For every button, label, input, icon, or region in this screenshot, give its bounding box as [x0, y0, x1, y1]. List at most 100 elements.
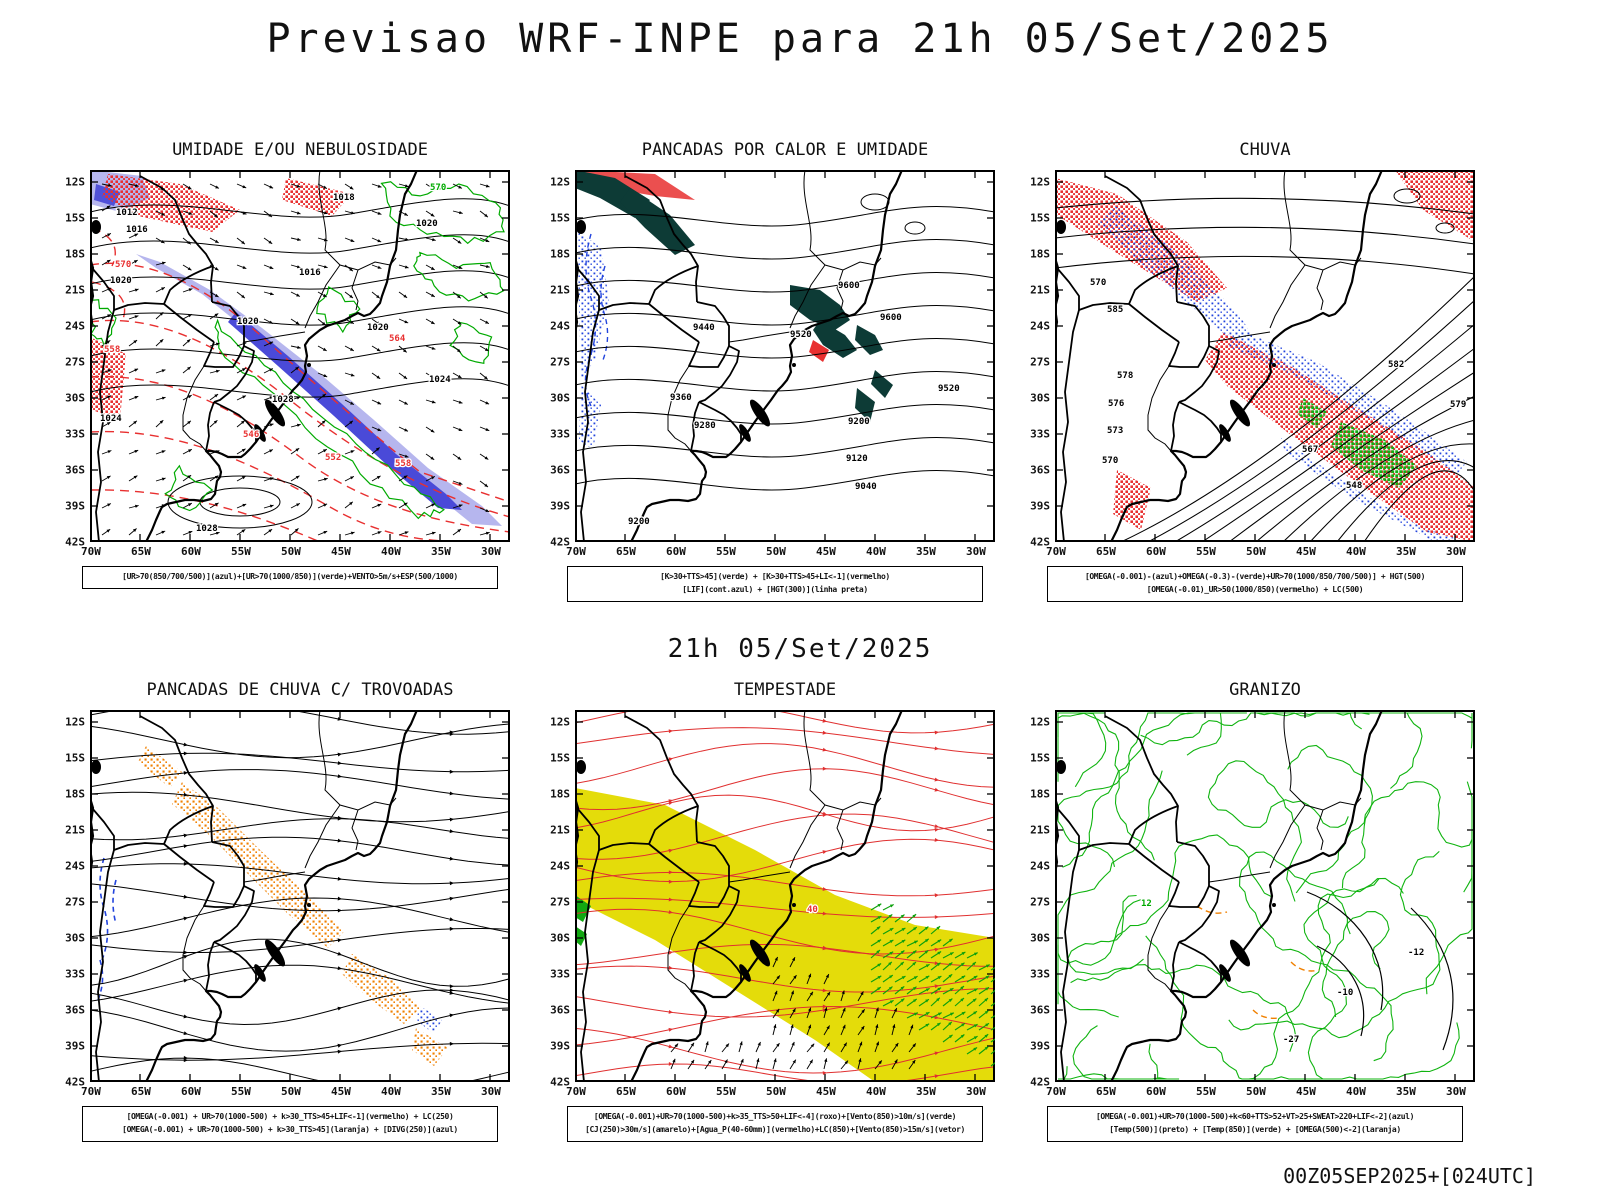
- lat-tick-label: 30S: [550, 391, 570, 405]
- lon-tick-label: 60W: [181, 545, 201, 558]
- map-granizo: 12 -12 -10 -27: [1055, 710, 1475, 1082]
- lat-tick-label: 30S: [550, 931, 570, 945]
- svg-text:1018: 1018: [333, 193, 355, 203]
- lat-tick-label: 30S: [1030, 391, 1050, 405]
- svg-text:585: 585: [1107, 305, 1123, 315]
- lon-axis-labels: 70W 65W 60W 55W 50W 45W 40W 35W 30W: [81, 543, 514, 563]
- panel-pancadas-calor: PANCADAS POR CALOR E UMIDADE 12S 15S 18S 21…: [539, 140, 1001, 602]
- trovoadas-shading: [90, 710, 510, 1082]
- lat-tick-label: 15S: [550, 211, 570, 225]
- svg-text:558: 558: [395, 459, 411, 469]
- lat-tick-label: 33S: [1030, 427, 1050, 441]
- lon-tick-label: 65W: [131, 545, 151, 558]
- lat-tick-label: 24S: [65, 859, 85, 873]
- svg-text:-12: -12: [1408, 948, 1424, 958]
- lon-tick-label: 60W: [181, 1085, 201, 1098]
- caption-line: [OMEGA(-0.01)_UR>50(1000/850)(vermelho) …: [1146, 584, 1364, 594]
- lat-tick-label: 36S: [550, 463, 570, 477]
- middle-subtitle: 21h 05/Set/2025: [667, 634, 933, 664]
- chuva-contour-labels: 570 585 578 576 573 570 582 579 567 548: [1089, 277, 1468, 493]
- lat-tick-label: 12S: [65, 175, 85, 189]
- lat-tick-label: 33S: [550, 967, 570, 981]
- lat-tick-label: 39S: [550, 499, 570, 513]
- svg-text:567: 567: [1302, 445, 1318, 455]
- lon-tick-label: 60W: [666, 1085, 686, 1098]
- map-trovoadas: [90, 710, 510, 1082]
- panel-chuva: CHUVA 12S 15S 18S 21S 24S 27S 30S 33S 36S 39S 42S: [1019, 140, 1481, 602]
- map-umidade: 1012 1016 1020 1018 1020 1016 1020 1020 1024 1028…: [90, 170, 510, 542]
- lon-tick-label: 70W: [81, 545, 101, 558]
- map-area-pancadas-calor: 12S 15S 18S 21S 24S 27S 30S 33S 36S 39S 42S: [539, 170, 1001, 564]
- lon-tick-label: 50W: [766, 545, 786, 558]
- lon-tick-label: 45W: [1296, 1085, 1316, 1098]
- lat-tick-label: 12S: [1030, 715, 1050, 729]
- lat-tick-label: 12S: [1030, 175, 1050, 189]
- lat-tick-label: 33S: [1030, 967, 1050, 981]
- lat-tick-label: 12S: [65, 715, 85, 729]
- lon-tick-label: 70W: [1046, 1085, 1066, 1098]
- lat-tick-label: 27S: [550, 355, 570, 369]
- lon-tick-label: 30W: [966, 545, 986, 558]
- page-title: Previsao WRF-INPE para 21h 05/Set/2025: [266, 16, 1334, 62]
- svg-text:578: 578: [1117, 371, 1133, 381]
- svg-text:570: 570: [1090, 278, 1106, 288]
- lat-tick-label: 18S: [1030, 247, 1050, 261]
- run-id-footer: 00Z05SEP2025+[024UTC]: [1283, 1164, 1536, 1188]
- lat-tick-label: 27S: [65, 355, 85, 369]
- lon-axis-labels: 70W 65W 60W 55W 50W 45W 40W 35W 30W: [566, 1083, 999, 1103]
- caption-line: [K>30+TTS>45](verde) + [K>30+TTS>45+LI<-…: [660, 572, 890, 581]
- lat-tick-label: 18S: [1030, 787, 1050, 801]
- lon-tick-label: 30W: [1446, 1085, 1466, 1098]
- lat-tick-label: 39S: [65, 499, 85, 513]
- caption-box-umidade: [UR>70(850/700/500)](azul)+[UR>70(1000/8…: [82, 566, 498, 589]
- panel-trovoadas: PANCADAS DE CHUVA C/ TROVOADAS 12S 15S 18S…: [54, 680, 516, 1142]
- lat-tick-label: 36S: [65, 463, 85, 477]
- svg-text:582: 582: [1388, 360, 1404, 370]
- lon-tick-label: 45W: [1296, 545, 1316, 558]
- lat-tick-label: 33S: [550, 427, 570, 441]
- lat-tick-label: 39S: [550, 1039, 570, 1053]
- svg-text:546: 546: [243, 430, 259, 440]
- svg-text:-27: -27: [1283, 1035, 1299, 1045]
- lat-tick-label: 27S: [1030, 895, 1050, 909]
- svg-text:-10: -10: [1337, 988, 1353, 998]
- lat-axis-labels: 12S 15S 18S 21S 24S 27S 30S 33S 36S 39S 42S: [1019, 710, 1053, 1089]
- map-svg-trovoadas: [90, 710, 510, 1082]
- lon-tick-label: 60W: [666, 545, 686, 558]
- lon-tick-label: 40W: [866, 1085, 886, 1098]
- tempestade-shading: [575, 710, 995, 1082]
- svg-text:9600: 9600: [838, 281, 860, 291]
- map-chuva: 570 585 578 576 573 570 582 579 567 548: [1055, 170, 1475, 542]
- lat-tick-label: 39S: [1030, 499, 1050, 513]
- svg-text:579: 579: [1450, 400, 1466, 410]
- lon-tick-label: 50W: [766, 1085, 786, 1098]
- svg-text:9520: 9520: [790, 330, 812, 340]
- lat-tick-label: 24S: [1030, 319, 1050, 333]
- lon-tick-label: 55W: [231, 1085, 251, 1098]
- lat-tick-label: 24S: [1030, 859, 1050, 873]
- map-area-chuva: 12S 15S 18S 21S 24S 27S 30S 33S 36S 39S 42S: [1019, 170, 1481, 564]
- lat-tick-label: 15S: [65, 211, 85, 225]
- caption-line: [OMEGA(-0.001) + UR>70(1000-500) + k>30_…: [122, 1124, 458, 1134]
- lat-tick-label: 24S: [550, 319, 570, 333]
- lon-axis-labels: 70W 65W 60W 55W 50W 45W 40W 35W 30W: [81, 1083, 514, 1103]
- lon-tick-label: 35W: [916, 1085, 936, 1098]
- lon-axis-labels: 70W 65W 60W 55W 50W 45W 40W 35W 30W: [1046, 543, 1479, 563]
- lon-tick-label: 35W: [431, 545, 451, 558]
- lat-tick-label: 21S: [1030, 823, 1050, 837]
- lon-tick-label: 45W: [331, 545, 351, 558]
- svg-text:9200: 9200: [628, 517, 650, 527]
- lat-axis-labels: 12S 15S 18S 21S 24S 27S 30S 33S 36S 39S 42S: [539, 170, 573, 549]
- lon-tick-label: 60W: [1146, 1085, 1166, 1098]
- lon-tick-label: 45W: [331, 1085, 351, 1098]
- lon-tick-label: 65W: [1096, 545, 1116, 558]
- lat-tick-label: 42S: [65, 535, 85, 549]
- map-tempestade: 40: [575, 710, 995, 1082]
- lat-axis-labels: 12S 15S 18S 21S 24S 27S 30S 33S 36S 39S 42S: [54, 170, 88, 549]
- lat-tick-label: 27S: [550, 895, 570, 909]
- lat-tick-label: 21S: [550, 823, 570, 837]
- lon-axis-labels: 70W 65W 60W 55W 50W 45W 40W 35W 30W: [1046, 1083, 1479, 1103]
- svg-text:1020: 1020: [110, 276, 132, 286]
- panel-title-chuva: CHUVA: [1239, 140, 1291, 160]
